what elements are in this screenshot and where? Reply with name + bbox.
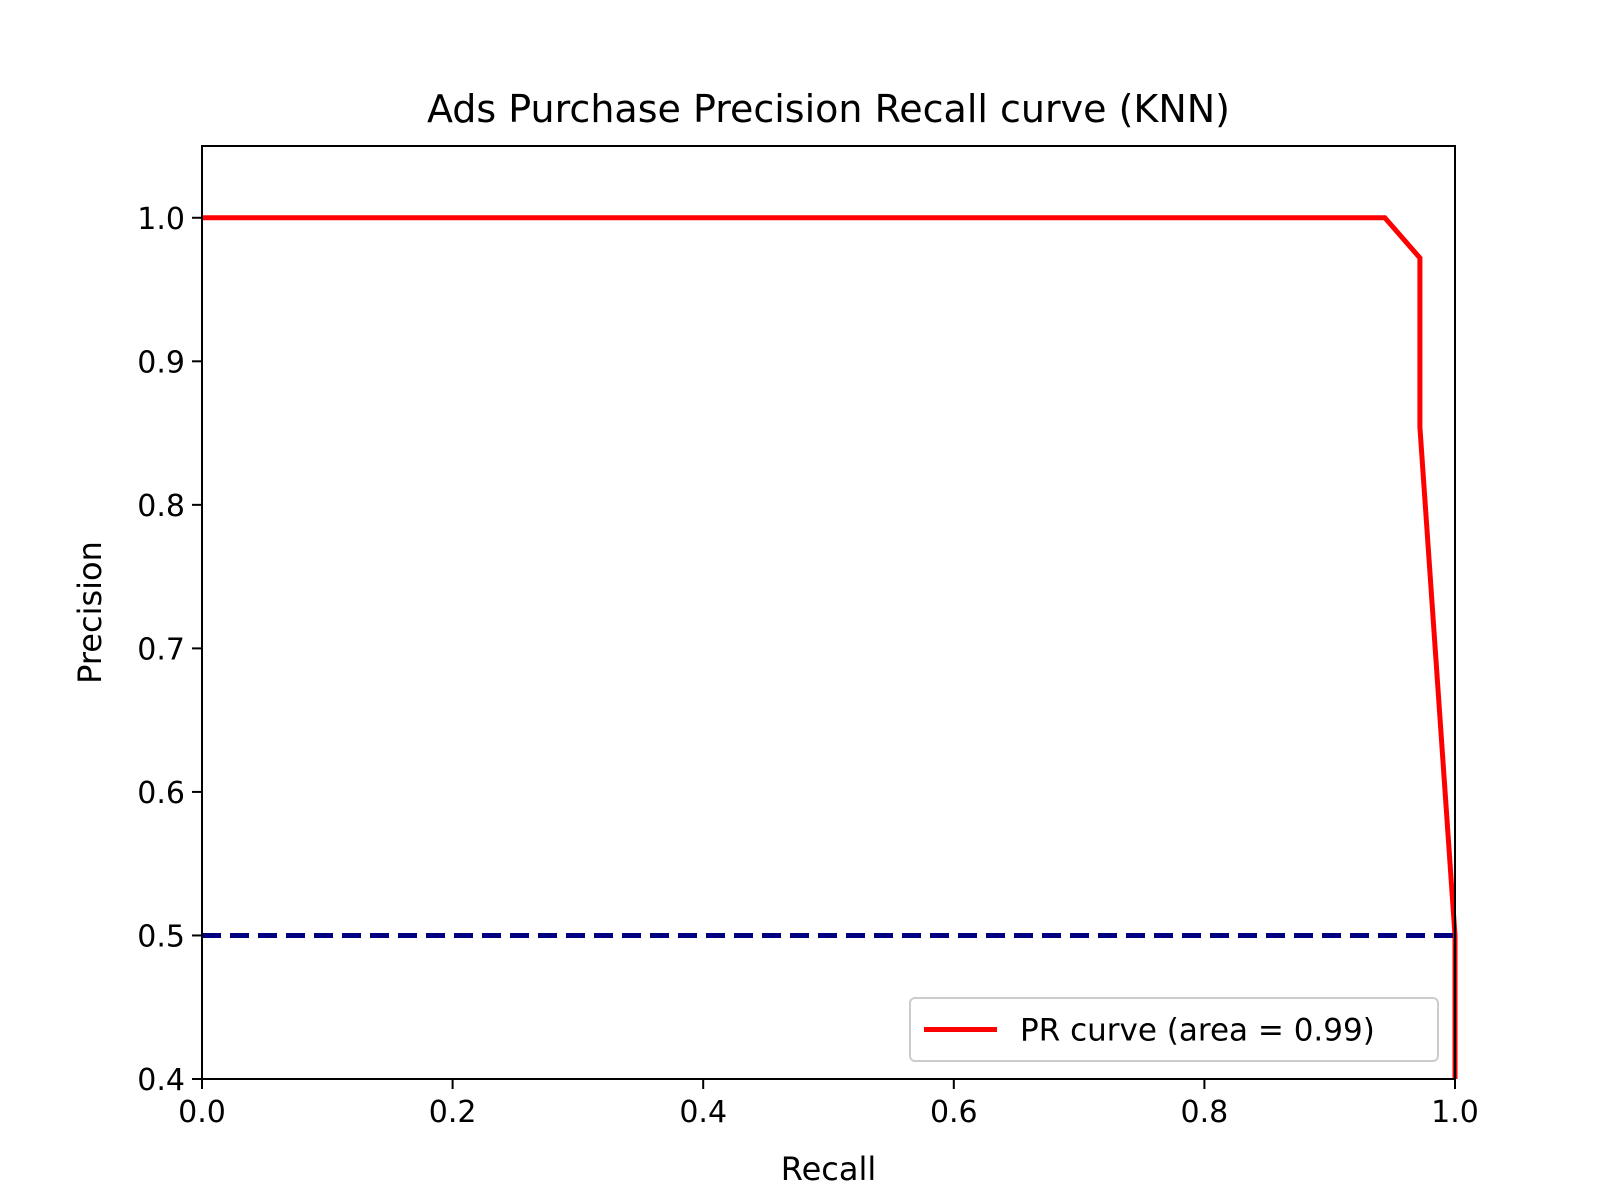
legend-box [909, 997, 1439, 1062]
x-tick-label: 0.0 [178, 1095, 226, 1130]
x-axis-label: Recall [781, 1150, 876, 1188]
x-axis-ticks: 0.0 0.2 0.4 0.6 0.8 1.0 [178, 1079, 1479, 1130]
y-tick-label: 0.6 [137, 776, 185, 811]
y-axis-label: Precision [71, 541, 109, 684]
x-tick-label: 0.6 [930, 1095, 978, 1130]
y-tick-label: 0.8 [137, 489, 185, 524]
y-tick-label: 0.5 [137, 919, 185, 954]
x-tick-label: 0.4 [679, 1095, 727, 1130]
x-tick-label: 1.0 [1431, 1095, 1479, 1130]
x-tick-label: 0.2 [429, 1095, 477, 1130]
y-tick-label: 0.4 [137, 1063, 185, 1098]
y-tick-label: 1.0 [137, 202, 185, 237]
plot-area [202, 146, 1455, 1079]
y-tick-label: 0.7 [137, 632, 185, 667]
x-tick-label: 0.8 [1181, 1095, 1229, 1130]
chart-title: Ads Purchase Precision Recall curve (KNN… [427, 87, 1230, 131]
legend: PR curve (area = 0.99) [909, 997, 1439, 1062]
plot-frame [201, 145, 1456, 1080]
y-tick-label: 0.9 [137, 345, 185, 380]
legend-label: PR curve (area = 0.99) [1020, 1013, 1375, 1049]
y-axis-ticks: 0.4 0.5 0.6 0.7 0.8 0.9 1.0 [137, 202, 202, 1098]
